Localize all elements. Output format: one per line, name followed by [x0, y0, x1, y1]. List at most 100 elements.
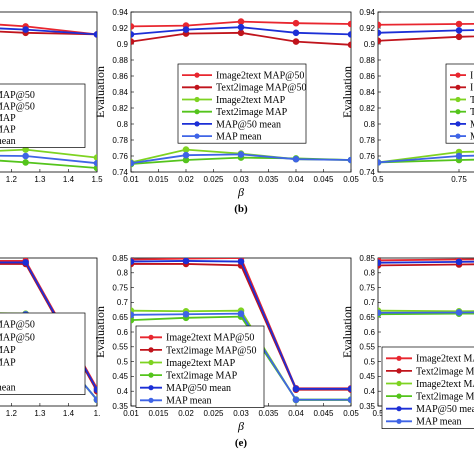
- data-point: [93, 386, 97, 394]
- subfigure-caption: (e): [235, 437, 248, 449]
- panel-top-right-legend: IITTMM: [445, 63, 474, 144]
- x-tick-label: 0.05: [343, 409, 359, 418]
- data-point: [237, 29, 245, 37]
- legend-label: MAP: [0, 358, 16, 369]
- legend-marker: [455, 84, 461, 90]
- y-tick-label: 0.65: [112, 313, 128, 322]
- y-tick-label: 0.94: [359, 8, 375, 17]
- legend-label: MAP mean: [166, 396, 211, 407]
- panel-top-left: 1.21.31.41.5MAP@50MAP@50MAPMAPmean: [0, 11, 103, 184]
- y-tick-label: 0.45: [112, 372, 128, 381]
- data-point: [182, 151, 190, 159]
- data-point: [347, 20, 351, 28]
- data-point: [378, 259, 382, 267]
- data-point: [131, 316, 135, 324]
- panel-bottom-middle: 0.35 0.4 0.45 0.5 0.55 0.6 0.65 0.7 0.75 0.8 0.85 0…: [93, 254, 359, 449]
- x-tick-label: 0.015: [148, 409, 169, 418]
- y-tick-label: 0.6: [117, 328, 129, 337]
- data-point: [347, 396, 351, 404]
- legend-label: Text2image MAP: [216, 107, 288, 118]
- legend-marker: [455, 96, 461, 103]
- y-tick-label: 0.85: [359, 254, 375, 263]
- data-point: [347, 156, 351, 164]
- data-point: [182, 146, 190, 153]
- y-tick-label: 0.75: [359, 283, 375, 292]
- y-tick-label: 0.65: [359, 313, 375, 322]
- x-tick-label: 0.01: [123, 409, 139, 418]
- legend-label: MAP@50 mean: [216, 119, 281, 130]
- legend-marker: [194, 121, 200, 127]
- y-tick-label: 0.84: [359, 88, 375, 97]
- x-tick-label: 0.03: [233, 409, 249, 418]
- x-tick-label: 0.02: [178, 409, 194, 418]
- legend-box: [381, 346, 474, 429]
- legend-label: MAP: [0, 345, 16, 356]
- x-tick-label: 0.01: [123, 175, 139, 184]
- x-tick-label: 0.035: [258, 409, 279, 418]
- legend-marker: [194, 72, 200, 78]
- legend-marker: [148, 334, 154, 340]
- y-tick-label: 0.8: [117, 269, 129, 278]
- x-axis-label: β: [237, 185, 244, 199]
- x-tick-label: 0.045: [313, 409, 334, 418]
- x-tick-label: 0.5: [372, 409, 384, 418]
- x-tick-label: 0.015: [148, 175, 169, 184]
- legend-box: [0, 312, 86, 395]
- y-tick-label: 0.4: [364, 387, 376, 396]
- x-tick-label: 1.3: [34, 409, 46, 418]
- legend-label: Image2text MAP: [416, 379, 474, 390]
- legend-label: mean: [0, 136, 16, 147]
- data-point: [22, 259, 29, 266]
- legend-label: MAP@50: [0, 90, 35, 101]
- legend-marker: [194, 109, 200, 115]
- data-point: [22, 159, 29, 166]
- panel-top-left-axes-box: [0, 11, 98, 173]
- legend-marker: [455, 133, 461, 139]
- legend-marker: [148, 397, 154, 403]
- legend-box: [135, 325, 265, 408]
- x-tick-label: 1.: [94, 409, 101, 418]
- data-point: [455, 27, 463, 34]
- data-point: [131, 159, 135, 167]
- legend-label: Image2text MAP@50: [166, 333, 254, 344]
- legend-label: MAP@50 mean: [416, 404, 474, 415]
- data-point: [455, 258, 463, 266]
- y-tick-label: 0.76: [112, 152, 128, 161]
- legend-marker: [396, 393, 402, 399]
- legend-marker: [148, 385, 154, 391]
- data-point: [292, 38, 300, 45]
- panel-bottom-left: 1.2 1.3 1.4 1. MAP@50MAP@50 MAP MAP mean: [0, 257, 101, 418]
- y-tick-label: 0.74: [112, 168, 128, 177]
- x-tick-label: 0.04: [288, 409, 304, 418]
- y-tick-label: 0.35: [112, 402, 128, 411]
- data-point: [22, 152, 29, 160]
- legend-label: MAP: [0, 125, 16, 136]
- legend-marker: [396, 406, 402, 412]
- y-tick-label: 0.5: [364, 357, 376, 366]
- x-tick-label: 0.035: [258, 175, 279, 184]
- data-point: [455, 20, 463, 28]
- y-tick-label: 0.7: [364, 298, 376, 307]
- y-tick-label: 0.55: [112, 343, 128, 352]
- y-tick-label: 0.4: [117, 387, 129, 396]
- y-tick-label: 0.7: [117, 298, 129, 307]
- x-tick-label: 1.4: [63, 409, 75, 418]
- y-tick-label: 0.8: [364, 120, 376, 129]
- panel-bottom-middle-series: [131, 258, 351, 404]
- data-point: [455, 33, 463, 41]
- legend-label: Text2image MA: [416, 366, 474, 377]
- x-tick-label: 1.3: [34, 175, 46, 184]
- data-point: [237, 258, 245, 265]
- panel-top-middle: 0.74 0.76 0.78 0.8 0.82 0.84 0.86 0.88 0.9 0.92 0.…: [93, 8, 359, 215]
- data-point: [378, 159, 382, 166]
- legend-label: I: [470, 83, 473, 94]
- x-tick-label: 1.2: [6, 409, 18, 418]
- y-tick-label: 0.82: [112, 104, 128, 113]
- y-axis-label: Evaluation: [340, 306, 354, 358]
- legend-label: Image2text MAP: [166, 358, 236, 369]
- panel-bottom-left-legend: MAP@50MAP@50 MAP MAP mean: [0, 312, 86, 395]
- legend-label: Image2text MAP@50: [216, 71, 304, 82]
